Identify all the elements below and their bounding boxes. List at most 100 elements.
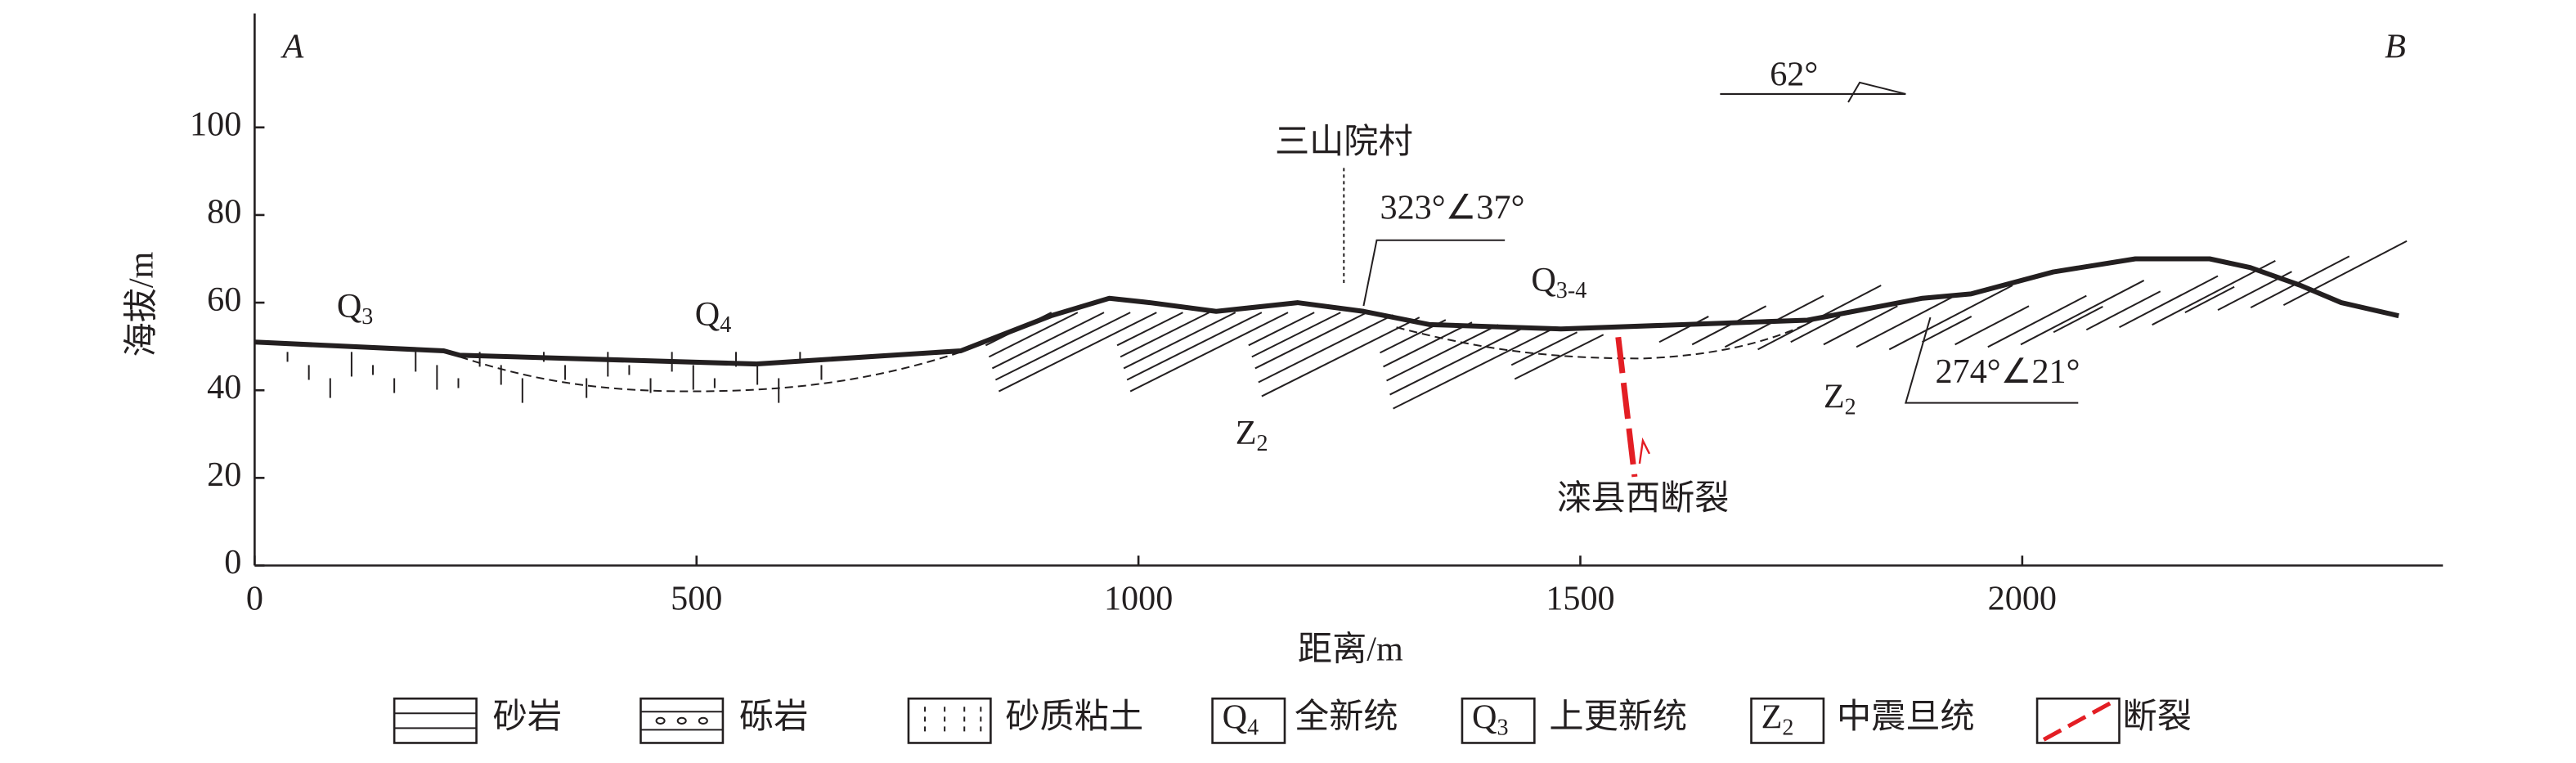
legend-symbol-letter: Z bbox=[1761, 698, 1783, 736]
legend-swatch bbox=[1211, 697, 1286, 744]
attitude-label: 274°∠21° bbox=[1936, 352, 2080, 391]
strata-label: Q3-4 bbox=[1531, 261, 1586, 304]
sandstone-hatch bbox=[1123, 312, 1236, 370]
legend-swatch bbox=[907, 697, 992, 744]
sandstone-hatch bbox=[1393, 329, 1551, 410]
sandstone-hatch bbox=[2282, 240, 2408, 306]
sandstone-hatch bbox=[1383, 321, 1473, 368]
legend-label: 砂岩 bbox=[493, 698, 562, 736]
legend-pattern bbox=[2042, 700, 2114, 742]
q34-boundary bbox=[1396, 323, 1808, 360]
legend-symbol-sub: 3 bbox=[1497, 716, 1508, 741]
sandstone-hatch bbox=[1888, 285, 2013, 351]
sandstone-hatch bbox=[1261, 316, 1420, 397]
x-axis-label: 距离/m bbox=[1298, 631, 1403, 669]
terrain-profile bbox=[254, 256, 2399, 367]
y-tick-label: 20 bbox=[207, 456, 241, 494]
sandstone-hatch bbox=[1987, 294, 2087, 348]
sandstone-hatch bbox=[1389, 326, 1525, 396]
legend-pattern bbox=[655, 716, 666, 725]
sandstone-hatch bbox=[1510, 331, 1578, 366]
sandstone-hatch bbox=[998, 312, 1157, 393]
legend-label: 砾岩 bbox=[739, 698, 808, 736]
sandstone-hatch bbox=[1386, 324, 1499, 382]
legend-swatch bbox=[1461, 697, 1536, 744]
sandstone-hatch bbox=[2184, 285, 2235, 314]
legend-label: 上更新统 bbox=[1549, 698, 1687, 736]
legend-symbol: Q3 bbox=[1472, 698, 1509, 741]
fault-label: 滦县西断裂 bbox=[1556, 479, 1729, 518]
sandstone-hatch bbox=[2085, 290, 2161, 331]
legend-swatch bbox=[640, 697, 725, 744]
unit-symbol: Q bbox=[337, 287, 361, 325]
sandstone-hatch bbox=[1129, 312, 1289, 393]
sandstone-hatch bbox=[1254, 312, 1367, 370]
strata-label: Q3 bbox=[337, 287, 374, 330]
legend-symbol: Q4 bbox=[1223, 698, 1259, 741]
azimuth-arrow bbox=[1847, 81, 1906, 103]
sandstone-hatch bbox=[994, 312, 1131, 381]
village-label: 三山院村 bbox=[1275, 123, 1413, 161]
unit-symbol: Z bbox=[1236, 413, 1257, 451]
legend-symbol-letter: Q bbox=[1472, 698, 1497, 736]
y-tick-label: 60 bbox=[207, 281, 241, 319]
x-tick-label: 2000 bbox=[1988, 579, 2057, 617]
sandstone-hatch bbox=[2020, 280, 2145, 346]
y-tick-label: 100 bbox=[190, 105, 241, 143]
sandstone-hatch bbox=[1258, 314, 1394, 384]
q4-boundary bbox=[460, 351, 962, 393]
sandstone-hatch bbox=[1126, 312, 1263, 381]
sandstone-hatch bbox=[1856, 294, 1956, 348]
legend-label: 断裂 bbox=[2123, 698, 2192, 736]
x-tick-label: 500 bbox=[671, 579, 722, 617]
unit-subscript: 3 bbox=[361, 305, 373, 330]
legend-label: 中震旦统 bbox=[1837, 698, 1975, 736]
unit-symbol: Q bbox=[1531, 261, 1555, 299]
unit-subscript: 2 bbox=[1256, 431, 1268, 456]
legend-label: 全新统 bbox=[1295, 698, 1398, 736]
sandstone-hatch bbox=[988, 312, 1079, 358]
x-tick-label: 1000 bbox=[1104, 579, 1173, 617]
sandstone-hatch bbox=[1954, 305, 2030, 346]
strata-label: Q4 bbox=[695, 295, 732, 339]
fault-line bbox=[1615, 336, 1638, 478]
unit-subscript: 4 bbox=[720, 313, 731, 339]
y-tick-label: 0 bbox=[224, 543, 241, 581]
azimuth-label: 62° bbox=[1770, 56, 1818, 94]
legend-pattern bbox=[676, 716, 687, 725]
sandstone-hatch bbox=[991, 312, 1105, 370]
y-axis-label: 海拔/m bbox=[122, 251, 160, 357]
unit-symbol: Q bbox=[695, 295, 720, 334]
unit-subscript: 3-4 bbox=[1556, 278, 1586, 303]
sandstone-hatch bbox=[1823, 305, 1898, 346]
legend-symbol-sub: 4 bbox=[1247, 716, 1259, 741]
section-end: B bbox=[2385, 27, 2406, 65]
section-end: A bbox=[280, 27, 304, 65]
sandstone-hatch bbox=[1921, 316, 1972, 343]
legend-pattern bbox=[698, 716, 708, 725]
strata-label: Z2 bbox=[1824, 377, 1856, 420]
legend-swatch bbox=[393, 697, 478, 744]
sandstone-hatch bbox=[2053, 306, 2103, 334]
fault-arrow bbox=[1638, 437, 1651, 465]
legend-symbol: Z2 bbox=[1761, 698, 1794, 741]
sandstone-hatch bbox=[2119, 275, 2219, 329]
unit-subscript: 2 bbox=[1845, 395, 1856, 420]
sandstone-hatch bbox=[2250, 255, 2350, 308]
sandstone-hatch bbox=[1251, 312, 1341, 358]
legend-label: 砂质粘土 bbox=[1005, 698, 1143, 736]
legend-symbol-letter: Q bbox=[1223, 698, 1247, 736]
y-tick-label: 40 bbox=[207, 368, 241, 406]
y-tick-label: 80 bbox=[207, 193, 241, 231]
x-tick-label: 1500 bbox=[1546, 579, 1614, 617]
sandstone-hatch bbox=[1514, 334, 1604, 380]
legend-symbol-sub: 2 bbox=[1782, 716, 1793, 741]
sandstone-hatch bbox=[1116, 312, 1183, 347]
legend-swatch bbox=[1750, 697, 1825, 744]
unit-symbol: Z bbox=[1824, 377, 1845, 415]
sandstone-hatch bbox=[1248, 312, 1315, 347]
sandstone-hatch bbox=[1658, 316, 1709, 343]
sandstone-hatch bbox=[1790, 316, 1841, 343]
